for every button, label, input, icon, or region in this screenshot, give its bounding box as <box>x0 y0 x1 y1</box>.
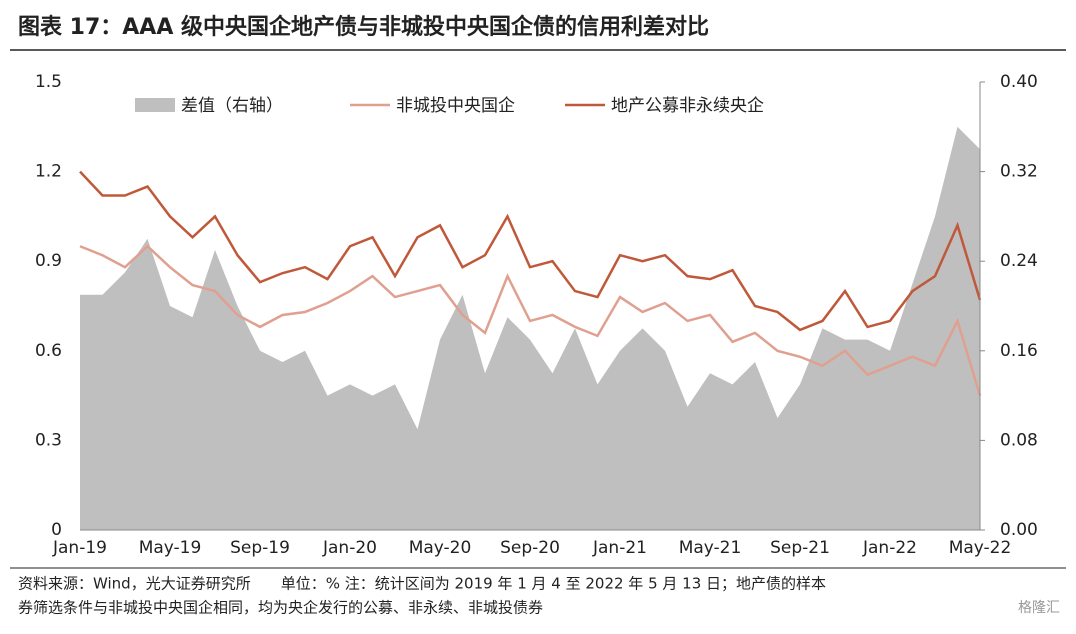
x-tick-label: Jan-19 <box>52 538 107 558</box>
x-tick-label: May-21 <box>679 538 742 558</box>
x-tick-label: Jan-21 <box>592 538 647 558</box>
y2-tick-label: 0.24 <box>1000 251 1038 271</box>
y2-tick-label: 0.00 <box>1000 520 1038 540</box>
legend-swatch <box>135 98 175 112</box>
x-tick-label: Sep-19 <box>230 538 290 558</box>
y-tick-label: 0.6 <box>35 341 62 361</box>
watermark: 格隆汇 <box>1018 600 1060 616</box>
y2-tick-label: 0.16 <box>1000 341 1038 361</box>
x-tick-label: Sep-21 <box>770 538 830 558</box>
legend-label: 非城投中央国企 <box>396 96 515 116</box>
y-tick-label: 0.9 <box>35 251 62 271</box>
y-tick-label: 0 <box>51 520 62 540</box>
y-tick-label: 1.5 <box>35 72 62 92</box>
area <box>80 126 980 531</box>
x-tick-label: Jan-20 <box>322 538 377 558</box>
x-tick-label: May-20 <box>409 538 472 558</box>
x-tick-label: Jan-22 <box>862 538 917 558</box>
y-tick-label: 1.2 <box>35 162 62 182</box>
x-tick-label: May-22 <box>949 538 1012 558</box>
y-tick-label: 0.3 <box>35 430 62 450</box>
y2-tick-label: 0.08 <box>1000 430 1038 450</box>
x-tick-label: May-19 <box>139 538 202 558</box>
line <box>79 170 982 332</box>
y2-tick-label: 0.40 <box>1000 72 1038 92</box>
footnote: 资料来源：Wind，光大证券研究所 单位：% 注：统计区间为 2019 年 1 … <box>18 575 826 593</box>
chart-title: 图表 17：AAA 级中央国企地产债与非城投中央国企债的信用利差对比 <box>18 14 709 40</box>
legend-label: 地产公募非永续央企 <box>611 96 764 116</box>
y2-tick-label: 0.32 <box>1000 162 1038 182</box>
line <box>79 244 982 396</box>
footnote: 券筛选条件与非城投中央国企相同，均为央企发行的公募、非永续、非城投债券 <box>18 599 543 617</box>
legend-label: 差值（右轴） <box>181 96 283 116</box>
x-tick-label: Sep-20 <box>500 538 560 558</box>
